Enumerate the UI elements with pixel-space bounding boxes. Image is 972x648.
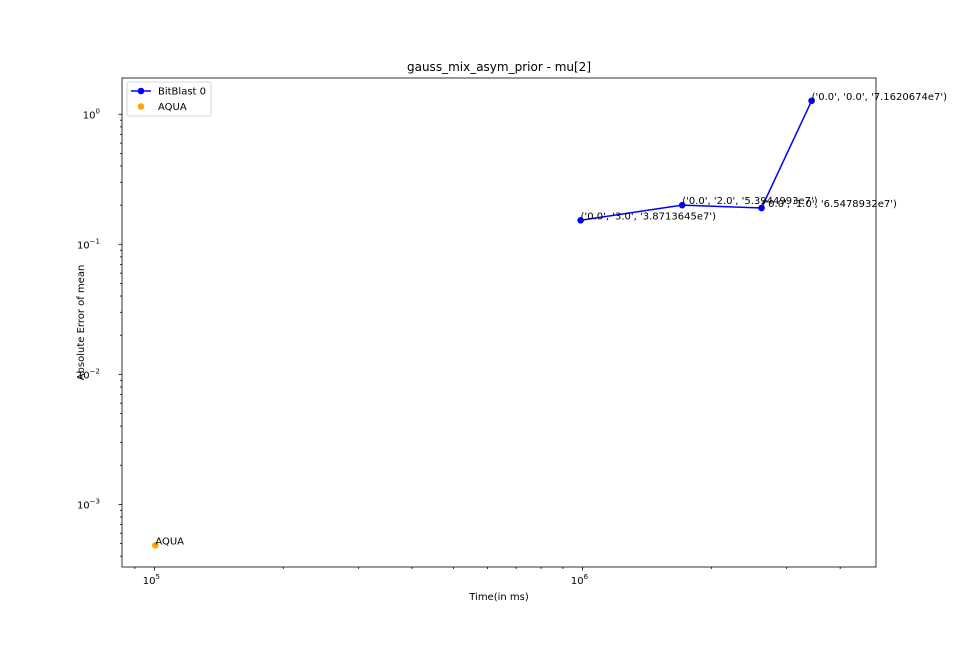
series-line-0 [580,100,813,222]
legend: BitBlast 0 AQUA [126,81,212,117]
plot-frame [121,77,877,568]
point-annotation: ('0.0', '3.0', '3.8713645e7') [581,211,717,222]
point-annotation: ('0.0', '0.0', '7.1620674e7') [812,92,948,103]
x-axis-label: Time(in ms) [468,592,529,603]
legend-marker [137,87,145,95]
x-tick-exponent: 6 [584,573,589,581]
chart-title: gauss_mix_asym_prior - mu[2] [407,60,591,74]
legend-marker [137,103,145,110]
legend-label: AQUA [158,102,187,113]
y-tick-exponent: −1 [90,237,100,245]
point-annotation: ('0.0', '1.0', '6.5478932e7') [762,199,898,210]
y-tick-exponent: 0 [96,107,100,115]
point-annotation: ('0.0', '2.0', '5.3944993e7') [682,196,818,207]
legend-label: BitBlast 0 [158,87,206,98]
data-point [577,216,584,224]
y-tick-exponent: −2 [90,367,100,375]
data-point [678,201,686,209]
data-point [152,541,159,549]
y-axis-label: Absolute Error of mean [76,265,87,381]
plot-marks: ('0.0', '3.0', '3.8713645e7') ('0.0', '2.… [152,92,947,549]
data-point [758,204,765,212]
x-tick-exponent: 5 [156,573,160,581]
data-point [808,97,815,105]
y-tick-exponent: −3 [90,497,100,505]
point-annotation: AQUA [155,536,184,547]
